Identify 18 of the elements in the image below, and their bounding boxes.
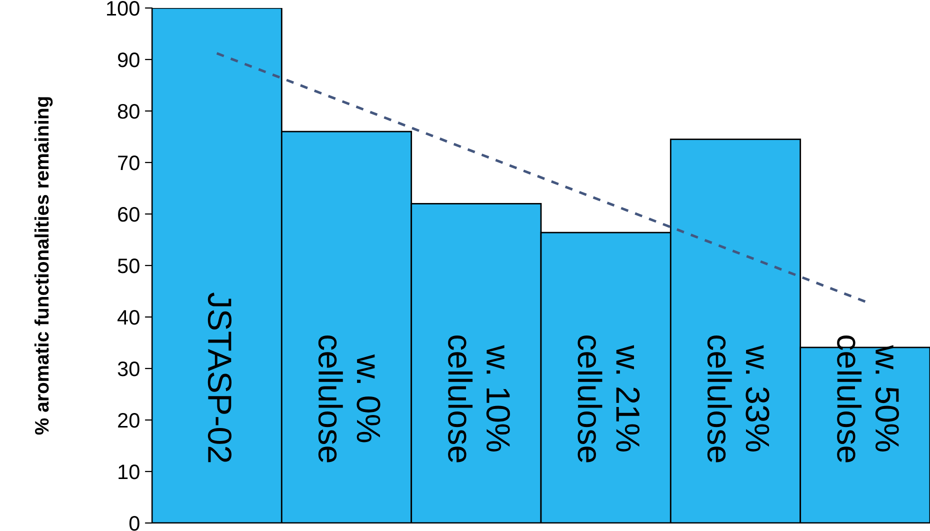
y-tick-label: 40 xyxy=(118,310,140,325)
x-tick-label: w. 0% cellulose xyxy=(318,335,380,462)
y-tick-label: 90 xyxy=(118,52,140,68)
x-tick-label: w. 10% cellulose xyxy=(448,335,510,462)
y-tick-label: 0 xyxy=(129,516,140,531)
x-tick-label: w. 50% cellulose xyxy=(837,335,899,462)
y-tick-label: 100 xyxy=(107,1,140,16)
y-axis-title: % aromatic functionalities remaining xyxy=(34,97,53,435)
y-tick-label: 80 xyxy=(118,104,140,119)
y-tick-label: 20 xyxy=(118,413,140,428)
y-tick-label: 60 xyxy=(118,207,140,222)
x-tick-label: w. 21% cellulose xyxy=(578,335,640,462)
x-tick-label: JSTASP-02 xyxy=(208,292,232,462)
x-tick-label: w. 33% cellulose xyxy=(707,335,770,462)
y-tick-label: 10 xyxy=(118,464,140,480)
y-tick-label: 30 xyxy=(118,362,140,376)
y-tick-label: 70 xyxy=(118,156,140,170)
y-tick-label: 50 xyxy=(118,258,140,274)
